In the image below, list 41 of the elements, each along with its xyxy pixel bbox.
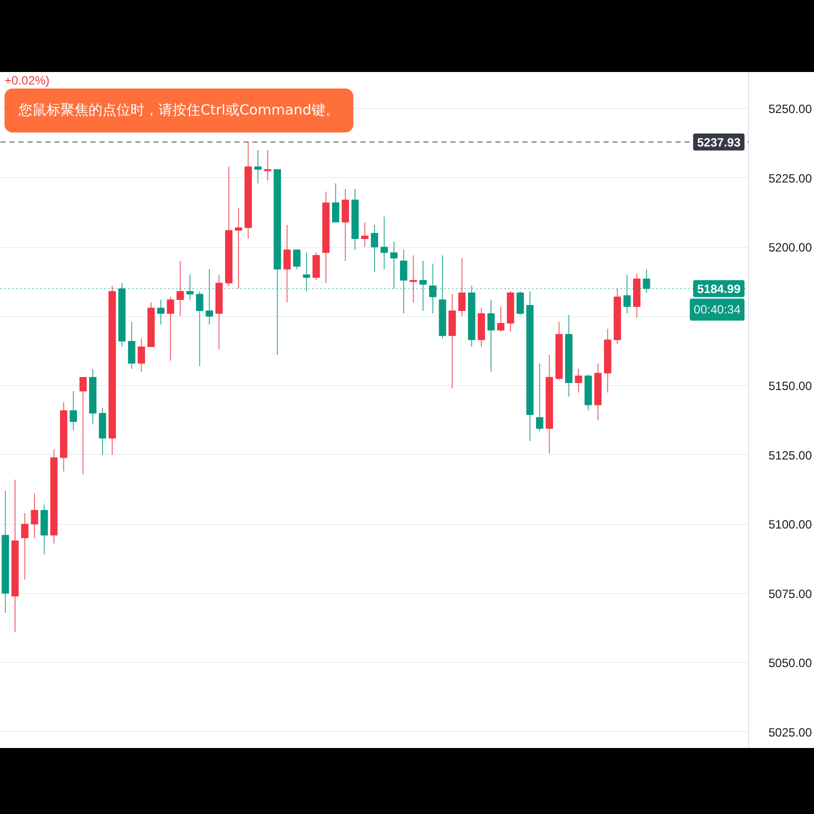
candlestick (370, 224, 378, 272)
candlestick (574, 368, 582, 393)
candlestick (380, 216, 388, 270)
candlestick (458, 258, 466, 317)
candlestick (21, 512, 28, 580)
y-tick-label: 5025.00 (768, 725, 812, 740)
candlestick (157, 299, 164, 326)
y-tick-label: 5050.00 (768, 656, 812, 670)
y-tick-label: 5075.00 (768, 586, 812, 601)
candlestick (487, 299, 495, 372)
y-tick-label: 5225.00 (768, 171, 812, 186)
candlestick (410, 254, 418, 303)
annotation: 您鼠标聚焦的点位时，请按住Ctrl或Command键。 (18, 102, 340, 118)
candlestick (176, 260, 184, 317)
y-tick-label: 5200.00 (768, 240, 812, 255)
candlestick (361, 222, 368, 248)
y-tick-label: 5250.00 (768, 102, 812, 116)
candlestick (283, 224, 291, 303)
candlestick (166, 296, 174, 362)
candlestick (254, 150, 262, 184)
candlestick (293, 249, 300, 270)
ref-line-label: 5237.93 (697, 135, 741, 150)
candlestick (138, 338, 146, 372)
y-tick-label: 5125.00 (768, 448, 812, 462)
candlestick (79, 376, 87, 475)
ref-line-label: 5184.99 (697, 282, 741, 296)
candlestick (497, 306, 504, 332)
annotation: +0.02%) (4, 74, 50, 88)
candlestick (70, 390, 78, 430)
candlestick (30, 493, 38, 538)
candlestick (312, 252, 320, 281)
y-tick-label: 5150.00 (768, 379, 812, 394)
candlestick (264, 150, 272, 182)
annotation: 00:40:34 (694, 302, 741, 317)
y-tick-label: 5100.00 (768, 518, 812, 532)
candlestick (516, 290, 524, 316)
candlestick (128, 321, 136, 370)
candlestick (196, 290, 204, 367)
candlestick (332, 182, 340, 223)
candlestick (536, 362, 544, 432)
candlestick (342, 188, 350, 262)
